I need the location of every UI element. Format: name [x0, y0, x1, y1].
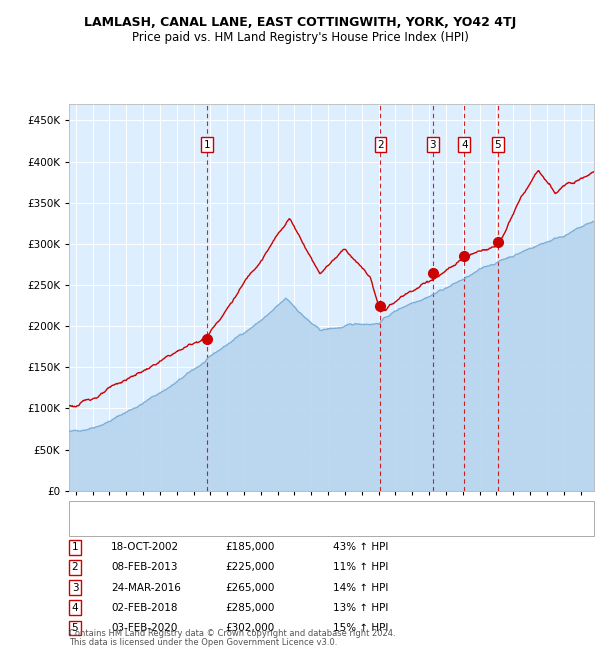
Text: 11% ↑ HPI: 11% ↑ HPI [333, 562, 388, 573]
Text: 02-FEB-2018: 02-FEB-2018 [111, 603, 178, 613]
Text: 15% ↑ HPI: 15% ↑ HPI [333, 623, 388, 633]
Text: LAMLASH, CANAL LANE, EAST COTTINGWITH, YORK, YO42 4TJ: LAMLASH, CANAL LANE, EAST COTTINGWITH, Y… [84, 16, 516, 29]
Text: £265,000: £265,000 [225, 582, 274, 593]
Text: 4: 4 [71, 603, 79, 613]
Text: £185,000: £185,000 [225, 542, 274, 552]
Text: HPI: Average price, detached house, East Riding of Yorkshire: HPI: Average price, detached house, East… [109, 521, 404, 531]
Text: 03-FEB-2020: 03-FEB-2020 [111, 623, 178, 633]
Text: This data is licensed under the Open Government Licence v3.0.: This data is licensed under the Open Gov… [69, 638, 337, 647]
Text: 3: 3 [71, 582, 79, 593]
Text: £285,000: £285,000 [225, 603, 274, 613]
Text: 1: 1 [71, 542, 79, 552]
Text: £302,000: £302,000 [225, 623, 274, 633]
Text: 2: 2 [377, 140, 384, 150]
Text: 08-FEB-2013: 08-FEB-2013 [111, 562, 178, 573]
Text: 1: 1 [203, 140, 210, 150]
Text: 5: 5 [494, 140, 501, 150]
Text: LAMLASH, CANAL LANE, EAST COTTINGWITH, YORK, YO42 4TJ (detached house): LAMLASH, CANAL LANE, EAST COTTINGWITH, Y… [109, 506, 499, 516]
Text: 3: 3 [430, 140, 436, 150]
Text: 13% ↑ HPI: 13% ↑ HPI [333, 603, 388, 613]
Text: £225,000: £225,000 [225, 562, 274, 573]
Text: 2: 2 [71, 562, 79, 573]
Text: 24-MAR-2016: 24-MAR-2016 [111, 582, 181, 593]
Text: Price paid vs. HM Land Registry's House Price Index (HPI): Price paid vs. HM Land Registry's House … [131, 31, 469, 44]
Text: 18-OCT-2002: 18-OCT-2002 [111, 542, 179, 552]
Text: 43% ↑ HPI: 43% ↑ HPI [333, 542, 388, 552]
Text: 4: 4 [461, 140, 467, 150]
Text: 5: 5 [71, 623, 79, 633]
Text: 14% ↑ HPI: 14% ↑ HPI [333, 582, 388, 593]
Text: Contains HM Land Registry data © Crown copyright and database right 2024.: Contains HM Land Registry data © Crown c… [69, 629, 395, 638]
